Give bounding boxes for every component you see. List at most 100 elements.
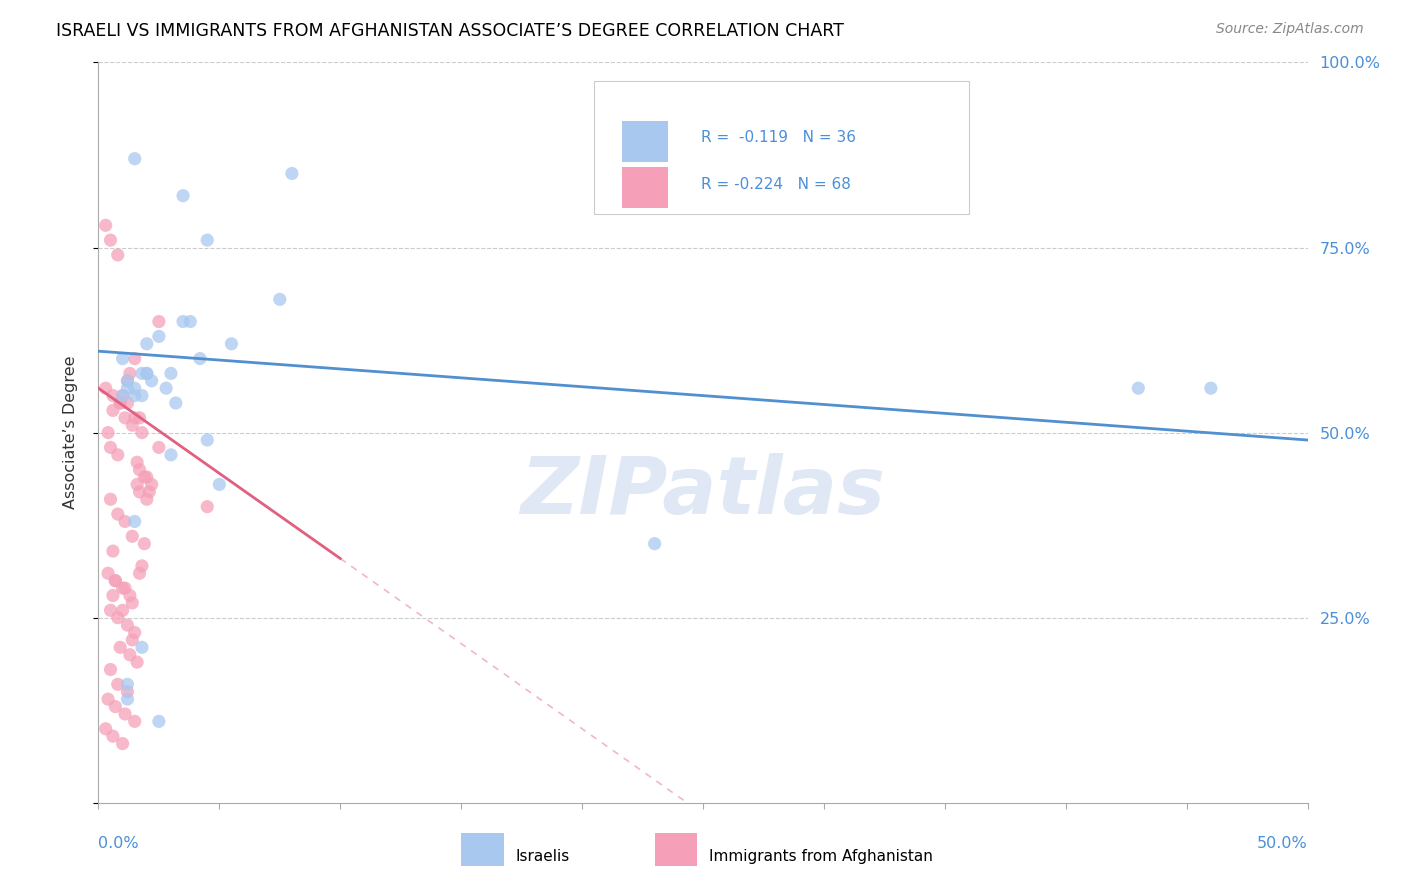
Bar [461, 833, 503, 866]
Point [148, 441, 170, 455]
Point [107, 507, 129, 521]
Point [138, 484, 160, 499]
Point [172, 314, 194, 328]
Point [101, 589, 124, 603]
Point [104, 574, 127, 588]
Point [94, 381, 117, 395]
Point [160, 448, 183, 462]
Point [94, 219, 117, 233]
Point [117, 618, 139, 632]
Bar [621, 168, 668, 208]
Point [128, 566, 150, 581]
Point [117, 685, 139, 699]
Point [172, 188, 194, 202]
Point [118, 648, 141, 662]
Point [121, 632, 143, 647]
Point [134, 536, 156, 550]
Point [131, 425, 153, 440]
Point [107, 248, 129, 262]
Point [124, 625, 146, 640]
Point [111, 388, 134, 402]
Point [644, 536, 666, 550]
Point [111, 737, 134, 751]
Point [114, 581, 136, 595]
Point [104, 699, 127, 714]
Point [128, 410, 150, 425]
Bar [621, 121, 668, 161]
Point [1199, 381, 1222, 395]
Point [107, 610, 129, 624]
Point [155, 381, 177, 395]
Point [121, 418, 143, 433]
Point [100, 233, 122, 247]
Point [117, 692, 139, 706]
Point [135, 492, 157, 507]
Text: ISRAELI VS IMMIGRANTS FROM AFGHANISTAN ASSOCIATE’S DEGREE CORRELATION CHART: ISRAELI VS IMMIGRANTS FROM AFGHANISTAN A… [56, 22, 844, 40]
Point [188, 351, 211, 366]
Point [97, 425, 120, 440]
Point [114, 706, 136, 721]
Point [127, 655, 149, 669]
Point [124, 714, 146, 729]
Point [221, 336, 243, 351]
Point [97, 692, 120, 706]
Point [118, 367, 141, 381]
Point [117, 374, 139, 388]
Point [195, 500, 218, 514]
Text: ZIPatlas: ZIPatlas [520, 453, 886, 531]
Point [94, 722, 117, 736]
Point [135, 470, 157, 484]
Point [124, 410, 146, 425]
Point [131, 388, 153, 402]
Point [127, 455, 149, 469]
Point [141, 374, 163, 388]
Point [124, 515, 146, 529]
Point [107, 677, 129, 691]
Point [195, 433, 218, 447]
Point [165, 396, 187, 410]
Text: 50.0%: 50.0% [1257, 836, 1308, 851]
Text: 0.0%: 0.0% [98, 836, 139, 851]
Point [179, 314, 201, 328]
Point [114, 410, 136, 425]
Point [131, 558, 153, 573]
Point [100, 603, 122, 617]
Point [124, 388, 146, 402]
Point [141, 477, 163, 491]
Point [124, 351, 146, 366]
FancyBboxPatch shape [595, 81, 969, 214]
Point [108, 640, 131, 655]
Point [108, 396, 131, 410]
Point [128, 462, 150, 476]
Text: R =  -0.119   N = 36: R = -0.119 N = 36 [700, 130, 856, 145]
Y-axis label: Associate’s Degree: Associate’s Degree [63, 356, 77, 509]
Point [114, 515, 136, 529]
Point [135, 367, 157, 381]
Point [101, 544, 124, 558]
Point [208, 477, 231, 491]
Point [111, 581, 134, 595]
Point [124, 152, 146, 166]
Point [1128, 381, 1150, 395]
Point [118, 589, 141, 603]
Point [117, 677, 139, 691]
Point [111, 388, 134, 402]
Point [148, 314, 170, 328]
Point [148, 714, 170, 729]
Point [135, 336, 157, 351]
Point [107, 448, 129, 462]
Point [117, 396, 139, 410]
Point [124, 381, 146, 395]
Point [100, 492, 122, 507]
Point [111, 351, 134, 366]
Point [121, 596, 143, 610]
Point [104, 574, 127, 588]
Point [100, 663, 122, 677]
Text: R = -0.224   N = 68: R = -0.224 N = 68 [700, 177, 851, 192]
Point [108, 396, 131, 410]
Text: Immigrants from Afghanistan: Immigrants from Afghanistan [709, 849, 934, 864]
Point [100, 441, 122, 455]
Point [281, 166, 304, 180]
Point [160, 367, 183, 381]
Point [148, 329, 170, 343]
